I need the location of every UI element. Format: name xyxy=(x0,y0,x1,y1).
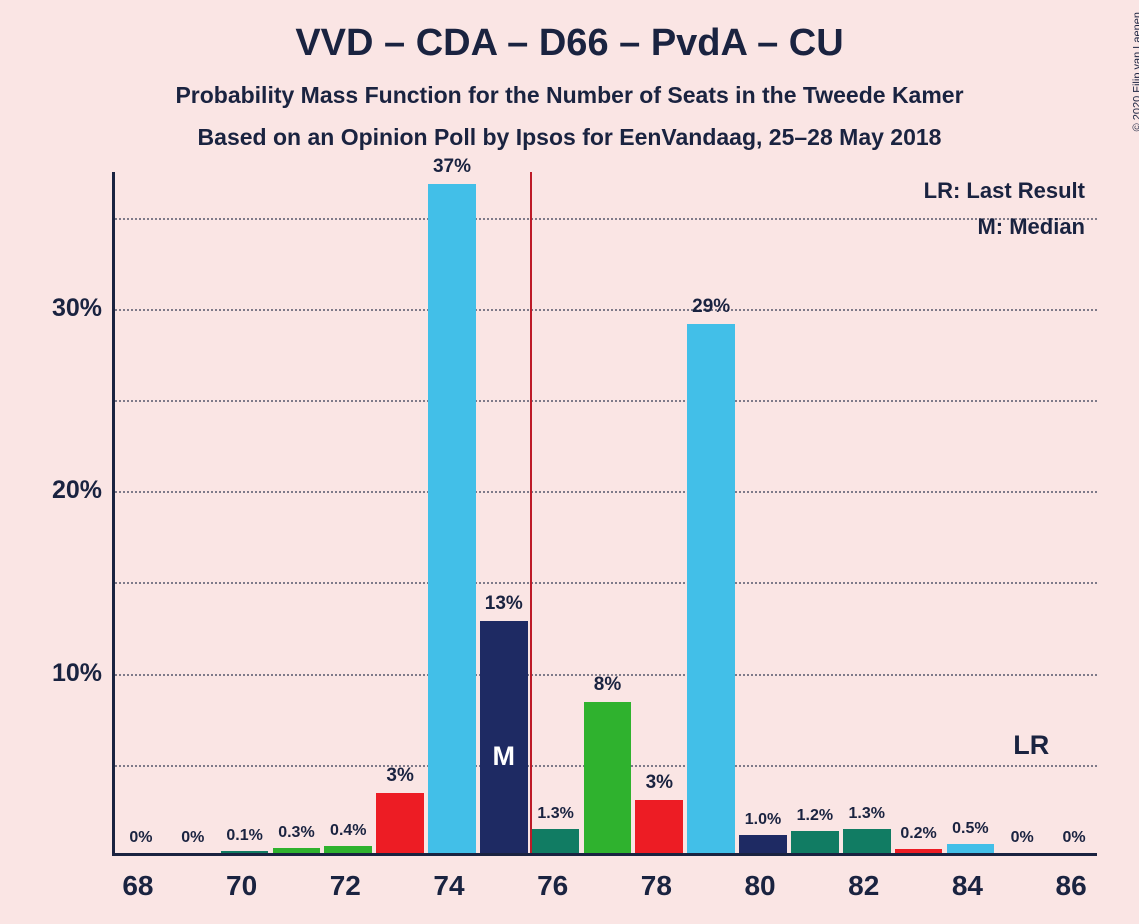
bar xyxy=(428,184,476,853)
chart-subtitle-2: Based on an Opinion Poll by Ipsos for Ee… xyxy=(0,124,1139,151)
bar-value-label: 0% xyxy=(164,829,222,847)
bar xyxy=(221,851,269,853)
x-tick-label: 80 xyxy=(730,870,790,902)
gridline xyxy=(115,582,1097,584)
bar-value-label: 37% xyxy=(423,156,481,178)
bar xyxy=(791,831,839,853)
chart-container: VVD – CDA – D66 – PvdA – CU Probability … xyxy=(0,0,1139,924)
bar-value-label: 0.3% xyxy=(268,824,326,842)
bar-value-label: 13% xyxy=(475,593,533,615)
bar-value-label: 1.3% xyxy=(838,805,896,823)
bar xyxy=(584,702,632,853)
bar-value-label: 0.1% xyxy=(216,827,274,845)
bar xyxy=(843,829,891,853)
bar-value-label: 1.0% xyxy=(734,811,792,829)
x-tick-label: 76 xyxy=(523,870,583,902)
x-tick-label: 78 xyxy=(626,870,686,902)
bar xyxy=(376,793,424,853)
bar-value-label: 3% xyxy=(371,765,429,787)
x-tick-label: 70 xyxy=(212,870,272,902)
y-tick-label: 30% xyxy=(22,294,102,323)
y-tick-label: 20% xyxy=(22,476,102,505)
legend-lr: LR: Last Result xyxy=(924,178,1085,204)
bar xyxy=(273,848,321,853)
bar-value-label: 1.3% xyxy=(527,805,585,823)
bar-value-label: 1.2% xyxy=(786,807,844,825)
copyright-text: © 2020 Filip van Laenen xyxy=(1131,12,1139,131)
chart-title: VVD – CDA – D66 – PvdA – CU xyxy=(0,22,1139,65)
bar xyxy=(532,829,580,853)
bar xyxy=(324,846,372,853)
x-tick-label: 82 xyxy=(834,870,894,902)
bar xyxy=(635,800,683,853)
majority-line xyxy=(530,172,532,853)
plot-area: 0%0%0.1%0.3%0.4%3%37%13%1.3%8%3%29%1.0%1… xyxy=(112,172,1097,856)
bar-value-label: 0% xyxy=(112,829,170,847)
x-tick-label: 86 xyxy=(1041,870,1101,902)
last-result-marker: LR xyxy=(1013,730,1049,761)
median-marker: M xyxy=(480,741,528,772)
bar xyxy=(947,844,995,853)
gridline xyxy=(115,309,1097,311)
y-tick-label: 10% xyxy=(22,659,102,688)
gridline xyxy=(115,491,1097,493)
x-tick-label: 74 xyxy=(419,870,479,902)
bar-value-label: 0% xyxy=(993,829,1051,847)
x-tick-label: 84 xyxy=(937,870,997,902)
legend-median: M: Median xyxy=(977,214,1085,240)
bar-value-label: 8% xyxy=(579,674,637,696)
bar xyxy=(480,621,528,853)
bar-value-label: 0.5% xyxy=(942,820,1000,838)
bar xyxy=(739,835,787,853)
bar-value-label: 0.2% xyxy=(890,825,948,843)
gridline xyxy=(115,218,1097,220)
bar xyxy=(687,324,735,853)
bar-value-label: 29% xyxy=(682,296,740,318)
bar-value-label: 3% xyxy=(630,772,688,794)
gridline xyxy=(115,400,1097,402)
x-tick-label: 72 xyxy=(315,870,375,902)
chart-subtitle-1: Probability Mass Function for the Number… xyxy=(0,82,1139,109)
bar xyxy=(895,849,943,853)
x-tick-label: 68 xyxy=(108,870,168,902)
bar-value-label: 0% xyxy=(1045,829,1103,847)
bar-value-label: 0.4% xyxy=(319,822,377,840)
